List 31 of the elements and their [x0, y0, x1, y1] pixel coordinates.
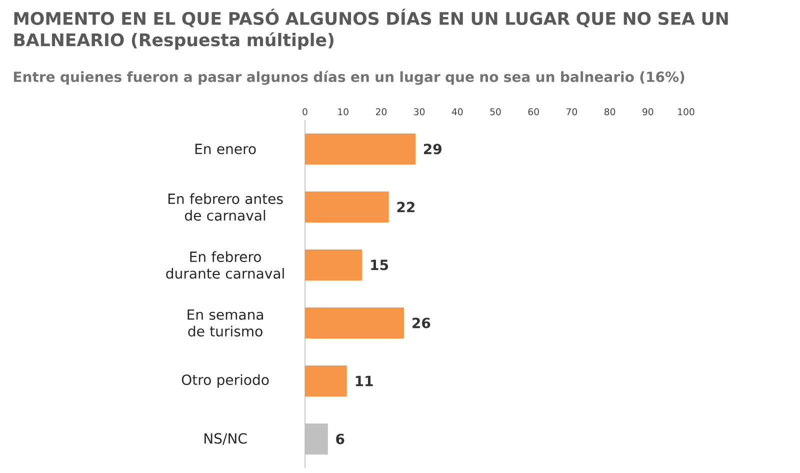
y-tick-label: En febrero durante carnaval [166, 251, 284, 279]
chart-subtitle: Entre quienes fueron a pasar algunos días en un lugar que no sea un balneario (16%) [14, 70, 684, 85]
chart-title: MOMENTO EN EL QUE PASÓ ALGUNOS DÍAS EN UN LUGAR QUE NO SEA UN BALNEARIO (Respuesta múltiple) [14, 8, 728, 50]
x-tick-label: 0 [302, 108, 308, 116]
y-tick-label: En enero [195, 144, 256, 154]
data-label: 29 [424, 144, 442, 154]
x-tick-label: 100 [678, 108, 694, 116]
x-tick-label: 90 [642, 108, 654, 116]
data-label: 22 [397, 202, 414, 212]
x-tick-label: 30 [414, 108, 425, 116]
x-tick-label: 50 [490, 108, 501, 116]
y-tick-label: En semana de turismo [188, 309, 263, 337]
bar [305, 191, 389, 222]
data-label: 11 [356, 376, 373, 386]
bar [305, 133, 416, 164]
y-tick-label: En febrero antes de carnaval [168, 193, 283, 221]
y-tick-label: Otro periodo [182, 374, 269, 388]
y-tick-label: NS/NC [204, 433, 247, 445]
bar [305, 307, 404, 338]
x-tick-label: 80 [604, 108, 616, 116]
bar [305, 249, 362, 280]
x-tick-label: 40 [452, 108, 463, 116]
x-tick-label: 20 [376, 108, 387, 116]
data-label: 15 [371, 260, 388, 270]
bar [305, 365, 347, 396]
x-tick-label: 70 [566, 108, 578, 116]
x-tick-label: 10 [338, 108, 348, 116]
data-label: 26 [412, 318, 430, 328]
x-tick-label: 60 [528, 108, 539, 116]
data-label: 6 [336, 434, 344, 444]
bar [305, 423, 328, 454]
